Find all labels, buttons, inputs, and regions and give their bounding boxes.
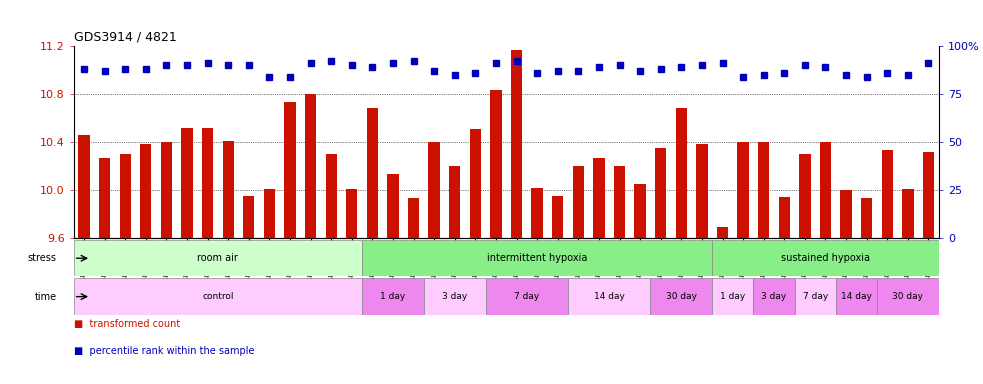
Bar (923, 152, 934, 238)
Bar (713, 278, 753, 315)
Bar (362, 278, 424, 315)
Bar (449, 166, 460, 238)
Text: 1 day: 1 day (380, 292, 406, 301)
Bar (362, 240, 713, 276)
Text: room air: room air (198, 253, 238, 263)
Bar (779, 197, 790, 238)
Bar (573, 166, 584, 238)
Bar (753, 278, 794, 315)
Text: ■  transformed count: ■ transformed count (74, 319, 180, 329)
Bar (263, 189, 275, 238)
Bar (325, 154, 337, 238)
Bar (675, 108, 687, 238)
Bar (424, 278, 486, 315)
Bar (794, 278, 836, 315)
Bar (491, 91, 501, 238)
Text: control: control (202, 292, 234, 301)
Bar (820, 142, 832, 238)
Bar (737, 142, 749, 238)
Bar (387, 174, 399, 238)
Bar (202, 127, 213, 238)
Bar (713, 240, 939, 276)
Bar (79, 135, 89, 238)
Bar (141, 144, 151, 238)
Text: ■  percentile rank within the sample: ■ percentile rank within the sample (74, 346, 255, 356)
Text: 3 day: 3 day (762, 292, 786, 301)
Bar (408, 199, 419, 238)
Text: 14 day: 14 day (594, 292, 624, 301)
Bar (486, 278, 568, 315)
Bar (717, 227, 728, 238)
Bar (74, 240, 362, 276)
Bar (568, 278, 651, 315)
Bar (552, 196, 563, 238)
Bar (470, 129, 481, 238)
Bar (532, 188, 543, 238)
Bar (346, 189, 358, 238)
Bar (367, 108, 378, 238)
Text: 7 day: 7 day (514, 292, 540, 301)
Bar (655, 148, 666, 238)
Text: intermittent hypoxia: intermittent hypoxia (487, 253, 587, 263)
Bar (305, 94, 317, 238)
Text: stress: stress (28, 253, 56, 263)
Bar (696, 144, 708, 238)
Text: sustained hypoxia: sustained hypoxia (781, 253, 870, 263)
Bar (181, 127, 193, 238)
Bar (634, 184, 646, 238)
Bar (243, 196, 255, 238)
Bar (511, 50, 522, 238)
Bar (222, 141, 234, 238)
Bar (877, 278, 939, 315)
Text: 1 day: 1 day (721, 292, 745, 301)
Bar (594, 158, 605, 238)
Bar (99, 158, 110, 238)
Bar (836, 278, 877, 315)
Bar (840, 190, 851, 238)
Bar (161, 142, 172, 238)
Bar (799, 154, 811, 238)
Bar (902, 189, 913, 238)
Text: 30 day: 30 day (665, 292, 697, 301)
Bar (429, 142, 439, 238)
Text: 3 day: 3 day (442, 292, 467, 301)
Bar (74, 278, 362, 315)
Text: GDS3914 / 4821: GDS3914 / 4821 (74, 30, 177, 43)
Bar (861, 199, 872, 238)
Bar (284, 103, 296, 238)
Bar (758, 142, 770, 238)
Text: 14 day: 14 day (840, 292, 872, 301)
Text: time: time (34, 291, 56, 302)
Bar (882, 151, 893, 238)
Bar (613, 166, 625, 238)
Bar (651, 278, 713, 315)
Bar (120, 154, 131, 238)
Text: 30 day: 30 day (893, 292, 923, 301)
Text: 7 day: 7 day (802, 292, 828, 301)
